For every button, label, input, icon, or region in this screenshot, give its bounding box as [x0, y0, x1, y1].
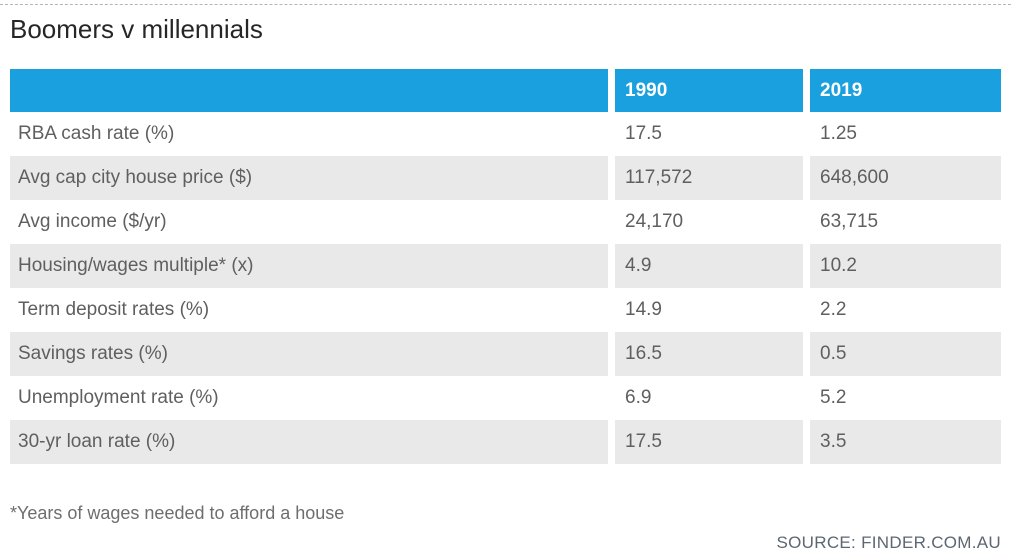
value-1990: 117,572: [615, 156, 803, 200]
source-attribution: SOURCE: FINDER.COM.AU: [776, 533, 1001, 552]
value-1990: 4.9: [615, 244, 803, 288]
value-1990: 17.5: [615, 420, 803, 464]
page-title: Boomers v millennials: [10, 14, 263, 44]
row-label: 30-yr loan rate (%): [10, 420, 608, 464]
value-2019: 63,715: [810, 200, 1001, 244]
top-divider: [0, 4, 1011, 5]
value-1990: 6.9: [615, 376, 803, 420]
value-1990: 14.9: [615, 288, 803, 332]
value-2019: 10.2: [810, 244, 1001, 288]
row-label: Savings rates (%): [10, 332, 608, 376]
row-label: Term deposit rates (%): [10, 288, 608, 332]
column-header-metric: [10, 69, 608, 112]
column-header-1990: 1990: [615, 69, 803, 112]
table-row: Housing/wages multiple* (x) 4.9 10.2: [10, 244, 1001, 288]
value-2019: 1.25: [810, 112, 1001, 156]
value-2019: 648,600: [810, 156, 1001, 200]
table-row: Avg cap city house price ($) 117,572 648…: [10, 156, 1001, 200]
value-2019: 0.5: [810, 332, 1001, 376]
table-header-row: 1990 2019: [10, 69, 1001, 112]
table-row: RBA cash rate (%) 17.5 1.25: [10, 112, 1001, 156]
row-label: Avg cap city house price ($): [10, 156, 608, 200]
table-row: Savings rates (%) 16.5 0.5: [10, 332, 1001, 376]
table-row: 30-yr loan rate (%) 17.5 3.5: [10, 420, 1001, 464]
column-header-2019: 2019: [810, 69, 1001, 112]
value-2019: 2.2: [810, 288, 1001, 332]
value-1990: 17.5: [615, 112, 803, 156]
table-row: Term deposit rates (%) 14.9 2.2: [10, 288, 1001, 332]
table-row: Unemployment rate (%) 6.9 5.2: [10, 376, 1001, 420]
row-label: Avg income ($/yr): [10, 200, 608, 244]
comparison-table: 1990 2019 RBA cash rate (%) 17.5 1.25 Av…: [10, 69, 1001, 464]
value-1990: 16.5: [615, 332, 803, 376]
value-2019: 5.2: [810, 376, 1001, 420]
row-label: RBA cash rate (%): [10, 112, 608, 156]
value-1990: 24,170: [615, 200, 803, 244]
table-footnote: *Years of wages needed to afford a house: [10, 503, 345, 523]
table-row: Avg income ($/yr) 24,170 63,715: [10, 200, 1001, 244]
row-label: Unemployment rate (%): [10, 376, 608, 420]
value-2019: 3.5: [810, 420, 1001, 464]
row-label: Housing/wages multiple* (x): [10, 244, 608, 288]
